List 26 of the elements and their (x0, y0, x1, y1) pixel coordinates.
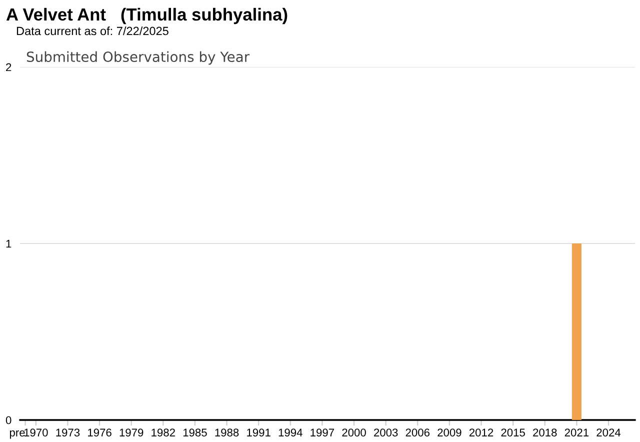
x-tick-label: 2015 (501, 428, 525, 436)
x-tick-label: 2012 (469, 428, 494, 436)
text: Submitted Observations by Year (26, 51, 250, 65)
x-tick-label: 1997 (310, 428, 334, 436)
x-tick-label: 1985 (183, 428, 207, 436)
x-tick-label: 1973 (56, 428, 80, 436)
x-tick-label: 1991 (247, 428, 270, 436)
chart-subtitle: Data current as of: 7/22/2025 (16, 26, 168, 36)
y-tick-label: 2 (6, 63, 12, 72)
x-tick-label: pre (10, 430, 25, 439)
x-tick-label: 1970 (24, 428, 48, 436)
x-tick-label: 2000 (342, 428, 366, 436)
x-tick-label: 2018 (533, 428, 557, 436)
x-tick-label: 1982 (152, 428, 175, 436)
y-tick-label: 1 (6, 240, 12, 248)
x-tick-label: 2024 (596, 428, 621, 436)
chart-title: A Velvet Ant (Timulla subhyalina) (6, 8, 288, 24)
x-tick-label: 2003 (374, 428, 398, 436)
x-tick-label: 2009 (438, 428, 462, 436)
y-tick-label: 0 (6, 416, 12, 424)
x-tick-label: 1979 (120, 428, 144, 436)
x-tick-label: 1994 (278, 428, 302, 436)
x-tick-label: 2006 (406, 428, 430, 436)
x-tick-label: 1976 (88, 428, 112, 436)
x-tick-label: 1988 (215, 428, 239, 436)
x-tick-label: 2021 (564, 428, 588, 436)
